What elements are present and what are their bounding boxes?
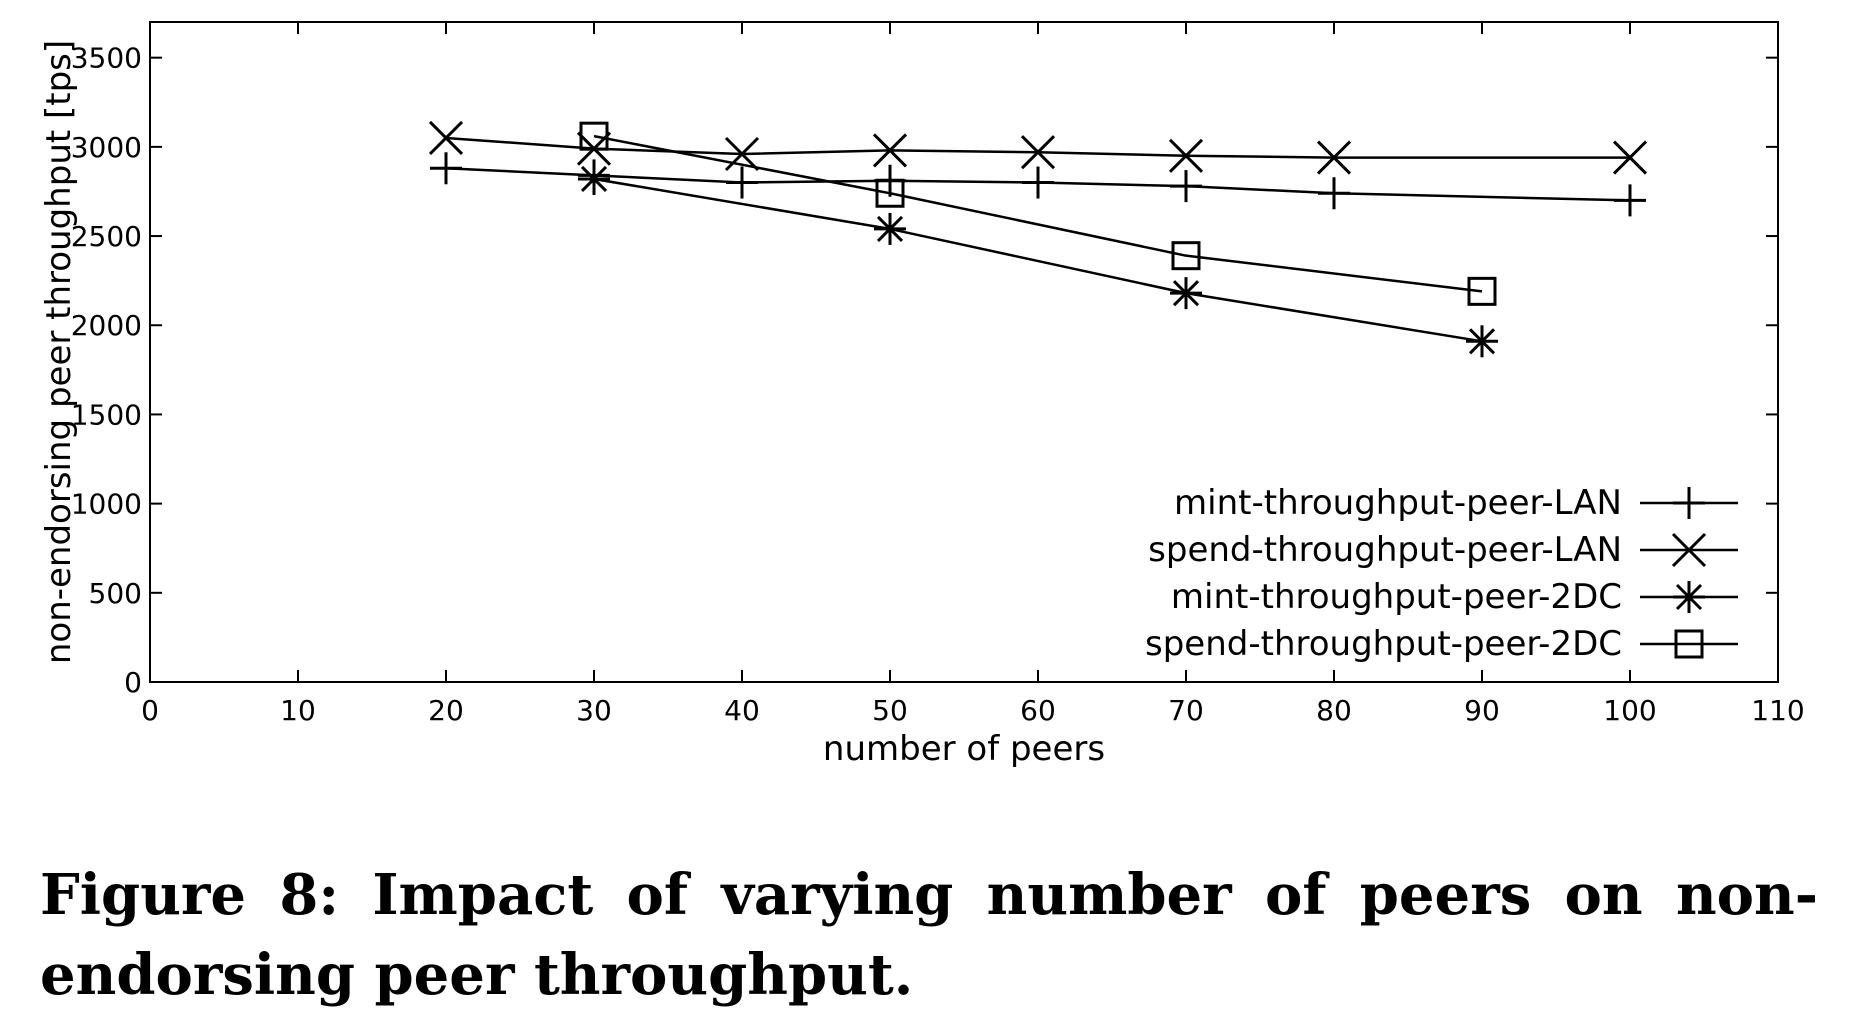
- x-tick-label: 110: [1751, 694, 1804, 727]
- x-tick-label: 30: [576, 694, 612, 727]
- data-point-plus: [1170, 170, 1202, 203]
- y-tick-label: 3000: [71, 131, 142, 164]
- series-line: [593, 177, 1483, 343]
- y-tick-label: 3500: [71, 42, 142, 75]
- x-tick-label: 10: [280, 694, 316, 727]
- chart: 0 10 20 30 40 50 60 70 80 90 100 110 0 500 1000 1500 200…: [39, 21, 1805, 769]
- y-tick-label: 500: [89, 577, 142, 610]
- data-point-star: [874, 212, 906, 245]
- series-line: [593, 134, 1483, 293]
- series-mint-throughput-peer-2DC: [578, 162, 1498, 358]
- data-point-plus: [1318, 177, 1350, 210]
- x-tick-label: 0: [141, 694, 159, 727]
- data-point-star: [1170, 277, 1202, 310]
- x-tick-label: 20: [428, 694, 464, 727]
- plot-frame: [149, 21, 1779, 683]
- data-point-cross: [872, 133, 908, 168]
- data-point-plus: [430, 152, 462, 185]
- data-point-cross: [1020, 135, 1056, 170]
- data-point-cross: [1612, 140, 1648, 175]
- x-tick-label: 60: [1020, 694, 1056, 727]
- x-tick-label: 90: [1464, 694, 1500, 727]
- legend-marker: [1671, 532, 1707, 568]
- x-tick-label: 80: [1316, 694, 1352, 727]
- series-mint-throughput-peer-LAN: [430, 152, 1646, 217]
- y-tick-label: 2500: [71, 220, 142, 253]
- data-point-square: [1171, 241, 1201, 271]
- legend-marker: [1674, 629, 1704, 659]
- data-point-cross: [428, 120, 464, 156]
- caption-line-1: Figure 8: Impact of varying number of pe…: [40, 862, 1818, 928]
- data-point-plus: [1614, 184, 1646, 217]
- series: [428, 120, 1648, 358]
- x-tick-label: 100: [1603, 694, 1656, 727]
- data-point-star: [578, 162, 610, 195]
- data-point-plus: [1022, 166, 1054, 199]
- x-tick-label: 50: [872, 694, 908, 727]
- data-point-square: [875, 178, 905, 208]
- x-tick-label: 40: [724, 694, 760, 727]
- legend-label: mint-throughput-peer-LAN: [1174, 483, 1622, 523]
- data-point-square: [579, 121, 609, 151]
- y-tick-label: 0: [124, 666, 142, 699]
- series-spend-throughput-peer-LAN: [428, 120, 1648, 175]
- legend-marker: [1673, 581, 1705, 613]
- data-point-cross: [1316, 140, 1352, 175]
- y-tick-label: 2000: [71, 309, 142, 342]
- data-point-cross: [1168, 138, 1204, 173]
- legend-marker: [1673, 487, 1705, 519]
- series-spend-throughput-peer-2DC: [579, 121, 1497, 306]
- data-point-plus: [726, 166, 758, 199]
- caption-line-2: endorsing peer throughput.: [40, 942, 914, 1008]
- legend: mint-throughput-peer-LAN spend-throughput…: [1145, 483, 1738, 664]
- y-tick-label: 1500: [71, 398, 142, 431]
- legend-label: spend-throughput-peer-LAN: [1148, 530, 1622, 570]
- data-point-square: [1467, 276, 1497, 306]
- data-point-cross: [724, 136, 760, 172]
- legend-label: mint-throughput-peer-2DC: [1171, 577, 1622, 617]
- x-axis-label: number of peers: [823, 729, 1105, 769]
- y-axis-label: non-endorsing peer throughput [tps]: [39, 40, 79, 664]
- axes: 0 10 20 30 40 50 60 70 80 90 100 110 0 500 1000 1500 200…: [71, 22, 1805, 727]
- series-line: [445, 136, 1630, 159]
- data-point-star: [1466, 325, 1498, 358]
- x-tick-label: 70: [1168, 694, 1204, 727]
- series-line: [445, 167, 1631, 202]
- legend-label: spend-throughput-peer-2DC: [1145, 624, 1622, 664]
- y-tick-label: 1000: [71, 488, 142, 521]
- figure-caption: Figure 8: Impact of varying number of pe…: [40, 855, 1818, 1015]
